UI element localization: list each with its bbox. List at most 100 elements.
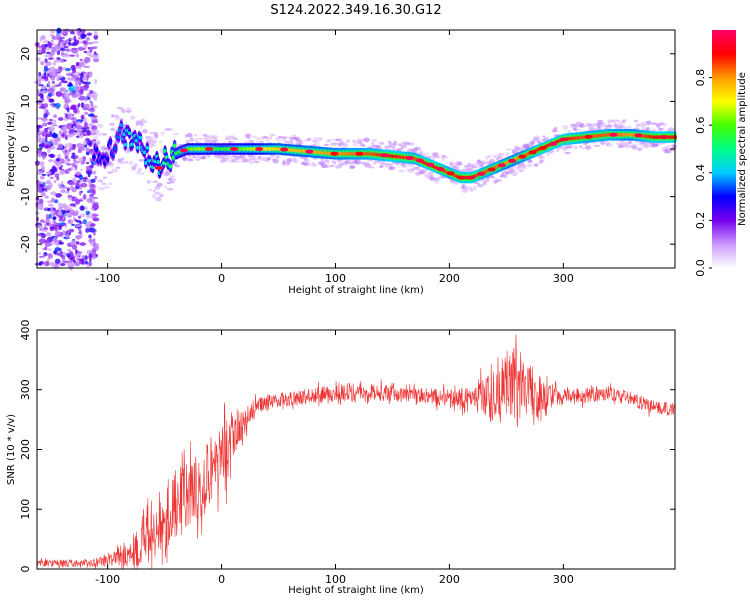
ridge-peak [456, 175, 465, 180]
noise-speckle [92, 217, 100, 222]
noise-speckle [43, 72, 47, 77]
ridge-peak [487, 167, 496, 172]
noise-speckle [84, 56, 91, 63]
noise-speckle [77, 31, 81, 36]
noise-speckle [89, 148, 94, 154]
noise-speckle [58, 225, 62, 230]
noise-speckle [51, 39, 54, 42]
noise-speckle [45, 214, 49, 220]
noise-speckle [88, 72, 93, 77]
noise-speckle [86, 263, 89, 268]
ridge-peak [609, 132, 618, 137]
ridge-peak [436, 167, 445, 171]
ridge-cell [108, 139, 113, 144]
ridge-halo [272, 159, 279, 164]
ridge-cell [119, 123, 124, 128]
noise-speckle [75, 171, 82, 176]
y-tick-label: 10 [19, 94, 32, 108]
ridge-halo [169, 175, 175, 179]
ridge-cell [122, 132, 126, 137]
noise-speckle [71, 93, 78, 98]
ridge-halo [194, 133, 198, 137]
ridge-halo [635, 123, 641, 128]
ridge-halo [403, 165, 407, 169]
ridge-halo [138, 158, 145, 162]
noise-speckle [57, 265, 60, 270]
ridge-halo [231, 158, 237, 163]
noise-speckle [70, 42, 78, 47]
x-tick-label: 100 [325, 573, 346, 586]
noise-speckle [36, 187, 43, 193]
ridge-halo [553, 126, 558, 131]
ridge-peak [497, 163, 506, 168]
noise-speckle [40, 61, 45, 66]
noise-speckle [49, 176, 54, 180]
ridge-halo [98, 186, 105, 191]
noise-speckle [66, 107, 70, 112]
noise-speckle [70, 104, 76, 110]
ridge-peak [549, 141, 558, 146]
noise-speckle [41, 165, 45, 171]
ridge-halo [104, 186, 110, 189]
x-tick-label: -100 [95, 272, 120, 285]
ridge-halo [256, 137, 261, 141]
ridge-halo [335, 138, 343, 142]
ridge-halo [516, 165, 523, 168]
ridge-peak [559, 137, 568, 142]
colorbar-tick-label: 0.0 [694, 259, 707, 277]
noise-speckle [37, 170, 42, 176]
noise-speckle [65, 48, 72, 52]
noise-speckle [89, 241, 95, 246]
ridge-halo [622, 126, 628, 130]
ridge-halo [600, 140, 606, 146]
x-tick-label: 300 [553, 573, 574, 586]
noise-speckle [84, 103, 90, 109]
ridge-halo [239, 154, 246, 158]
noise-speckle [93, 58, 100, 63]
noise-speckle [37, 152, 42, 158]
noise-speckle [70, 251, 74, 257]
colorbar-tick-label: 0.8 [694, 69, 707, 87]
ridge-halo [270, 133, 276, 137]
ridge-halo [188, 158, 194, 162]
ridge-halo [482, 181, 487, 186]
ridge-halo [260, 140, 264, 144]
ridge-halo [577, 128, 582, 132]
noise-speckle [87, 123, 95, 127]
ridge-halo [656, 143, 664, 146]
noise-speckle [48, 118, 53, 122]
noise-speckle [65, 191, 70, 194]
noise-speckle [68, 147, 72, 152]
ridge-cell [92, 155, 96, 159]
noise-speckle [60, 80, 68, 84]
noise-speckle [54, 234, 62, 238]
ridge-halo [487, 154, 492, 159]
noise-speckle [52, 61, 57, 66]
noise-speckle [85, 147, 90, 152]
noise-speckle [93, 229, 97, 232]
noise-speckle [40, 233, 46, 238]
ridge-halo [152, 194, 156, 199]
noise-speckle [93, 31, 98, 36]
ridge-halo [265, 136, 270, 142]
noise-speckle [55, 91, 63, 97]
noise-speckle [42, 193, 46, 197]
ridge-halo [137, 167, 143, 172]
noise-speckle [48, 57, 54, 60]
noise-speckle [81, 258, 84, 265]
ridge-cell [127, 131, 132, 136]
noise-speckle [85, 175, 89, 179]
ridge-halo [387, 163, 394, 166]
noise-speckle [88, 253, 93, 259]
noise-speckle [92, 213, 99, 217]
ridge-halo [270, 155, 275, 158]
noise-speckle [88, 152, 93, 155]
ridge-halo [152, 189, 156, 193]
noise-speckle [88, 42, 94, 45]
ridge-halo [414, 146, 421, 151]
ridge-peak [305, 149, 314, 154]
noise-speckle [80, 33, 86, 39]
noise-speckle [64, 67, 71, 72]
ridge-halo [388, 166, 396, 171]
ridge-halo [462, 168, 469, 173]
